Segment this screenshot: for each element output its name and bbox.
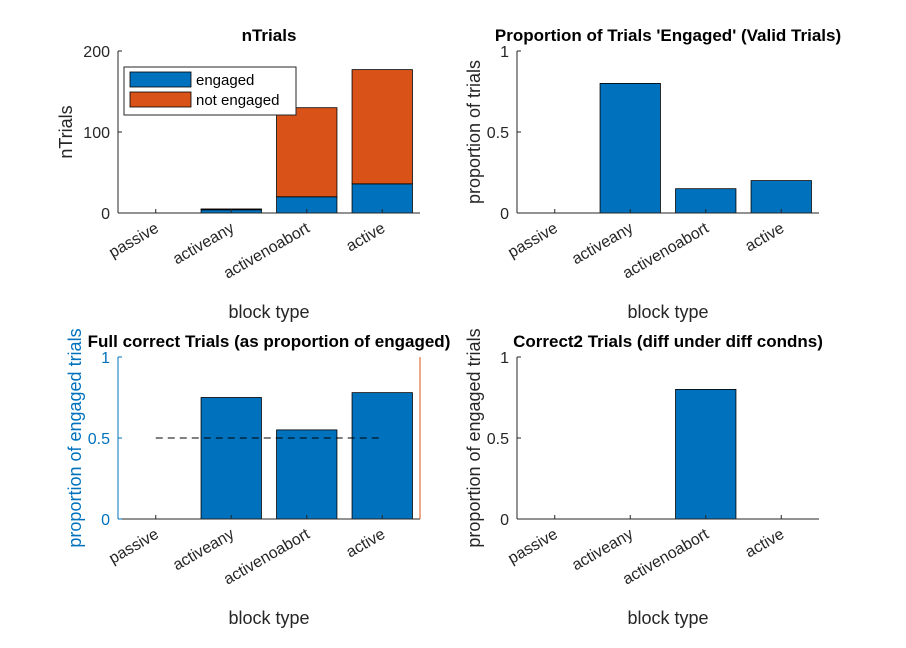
x-axis-label: block type — [627, 608, 708, 628]
y-tick-label: 0.5 — [487, 125, 509, 142]
chart-title: Correct2 Trials (diff under diff condns) — [513, 332, 823, 351]
y-tick-label: 0 — [101, 512, 110, 529]
y-axis-label: nTrials — [56, 105, 76, 158]
bar-activenoabort — [675, 388, 737, 520]
bar-engaged-active — [351, 183, 413, 214]
y-tick-label: 1 — [101, 350, 110, 367]
y-tick-label: 200 — [83, 44, 110, 61]
bar-active — [750, 180, 812, 214]
bar-activeany — [200, 397, 262, 520]
y-tick-label: 0 — [101, 206, 110, 223]
bar-not-engaged-active — [351, 69, 413, 185]
bar-not-engaged-activenoabort — [276, 107, 338, 198]
chart-title: Full correct Trials (as proportion of en… — [88, 332, 451, 351]
y-tick-label: 0.5 — [88, 431, 110, 448]
y-tick-label: 0 — [500, 206, 509, 223]
legend: engaged not engaged — [123, 66, 297, 116]
bar-activenoabort — [276, 429, 338, 520]
bar-activenoabort — [675, 188, 737, 214]
y-tick-label: 0 — [500, 512, 509, 529]
chart-title: nTrials — [242, 26, 297, 45]
legend-swatch-not-engaged — [129, 91, 192, 108]
y-axis-label: proportion of engaged trials — [65, 328, 85, 547]
x-axis-label: block type — [228, 302, 309, 322]
x-axis-label: block type — [228, 608, 309, 628]
chart-title: Proportion of Trials 'Engaged' (Valid Tr… — [495, 26, 841, 45]
bar-active — [351, 392, 413, 520]
y-tick-label: 100 — [83, 125, 110, 142]
y-tick-label: 0.5 — [487, 431, 509, 448]
y-axis-label: proportion of engaged trials — [464, 328, 484, 547]
bar-activeany — [599, 83, 661, 214]
legend-label-engaged: engaged — [196, 72, 254, 89]
x-axis-label: block type — [627, 302, 708, 322]
legend-swatch-engaged — [129, 71, 192, 88]
legend-label-not-engaged: not engaged — [196, 92, 279, 109]
y-tick-label: 1 — [500, 44, 509, 61]
y-tick-label: 1 — [500, 350, 509, 367]
y-axis-label: proportion of trials — [464, 60, 484, 204]
